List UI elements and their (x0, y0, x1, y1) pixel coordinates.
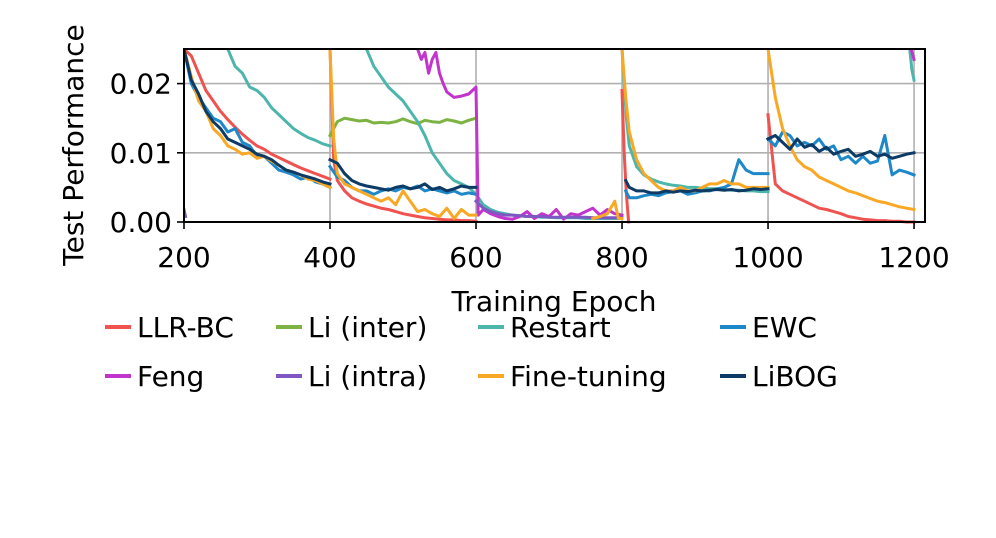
series-line-feng (416, 49, 916, 221)
legend-entry-llr-bc: LLR-BC (105, 311, 234, 344)
legend-label: Restart (510, 311, 611, 344)
legend-label: Feng (137, 360, 204, 393)
x-tick-label: 1200 (878, 241, 949, 274)
x-tick-label: 800 (595, 241, 648, 274)
x-tick-label: 600 (449, 241, 502, 274)
legend-entry-fine-tuning: Fine-tuning (478, 360, 667, 393)
series-line-llr-bc (184, 49, 916, 224)
legend-label: Li (inter) (308, 311, 427, 344)
legend-entry-li-intra: Li (intra) (276, 360, 427, 393)
gridlines (183, 49, 925, 223)
series-layer (184, 49, 916, 224)
legend-label: EWC (752, 311, 817, 344)
series-line-ewc (184, 49, 916, 200)
series-line-libog (184, 49, 916, 195)
y-axis-label: Test Performance (57, 24, 90, 266)
legend: LLR-BC Li (inter) Restart EWC Feng Li (intra)… (105, 311, 838, 393)
legend-entry-li-inter: Li (inter) (276, 311, 427, 344)
legend-label: Fine-tuning (510, 360, 667, 393)
legend-entry-feng: Feng (105, 360, 204, 393)
x-tick-label: 1000 (732, 241, 803, 274)
legend-entry-libog: LiBOG (720, 360, 838, 393)
x-tick-label: 200 (157, 241, 210, 274)
plot-frame (183, 48, 926, 223)
legend-entry-ewc: EWC (720, 311, 817, 344)
x-tick-label: 400 (303, 241, 356, 274)
y-tick-label: 0.00 (110, 206, 172, 239)
x-axis-label: Training Epoch (450, 285, 656, 318)
y-tick-label: 0.02 (110, 68, 172, 101)
series-line-fine-tuning (184, 49, 916, 221)
series-line-restart (226, 49, 916, 220)
ticks-layer: 200 400 600 800 1000 1200 0.00 0.01 0.02 (110, 68, 950, 274)
series-line-li-inter (327, 116, 478, 138)
legend-label: Li (intra) (308, 360, 427, 393)
legend-entry-restart: Restart (478, 311, 611, 344)
y-tick-label: 0.01 (110, 137, 172, 170)
legend-label: LLR-BC (137, 311, 234, 344)
legend-label: LiBOG (752, 360, 838, 393)
